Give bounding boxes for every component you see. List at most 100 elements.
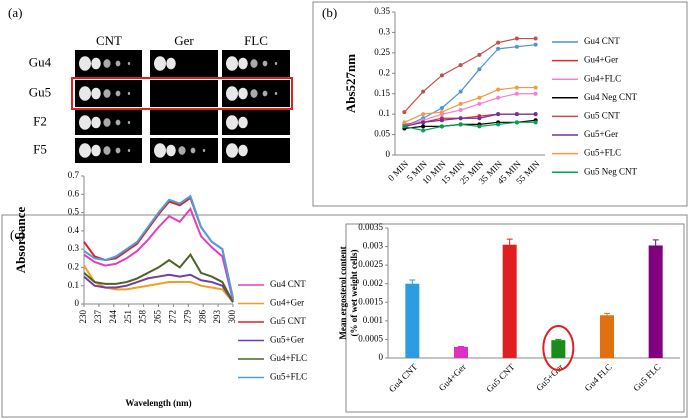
y-tick-label: 0.002 (363, 278, 383, 288)
data-point (402, 124, 407, 129)
y-axis-label: Abs527nm (343, 54, 358, 113)
y-tick-label: 0.25 (374, 47, 390, 57)
colony-spot (115, 147, 121, 154)
spot-tile (150, 110, 218, 135)
data-point (421, 128, 426, 133)
data-point (477, 124, 482, 129)
colony-spot (103, 118, 111, 127)
data-point (533, 120, 538, 125)
y-tick-label: 0 (386, 149, 391, 159)
error-bar (409, 279, 416, 288)
y-tick-label: 0.35 (374, 6, 390, 16)
y-tick-label: 0.003 (363, 241, 384, 251)
colony-spot (103, 89, 111, 98)
y-tick-label: 0.3 (68, 243, 80, 253)
panel-label: (c) (10, 227, 24, 242)
colony-spot (226, 56, 238, 71)
colony-spot (79, 115, 91, 130)
series-line (404, 121, 536, 132)
data-point (421, 120, 426, 125)
data-point (421, 124, 426, 129)
data-point (439, 73, 444, 78)
x-axis-label: Wavelength (nm) (125, 398, 191, 408)
x-tick-label: Gu5 CNT (484, 361, 517, 394)
data-point (439, 124, 444, 129)
row-label: Gu4 (29, 54, 52, 69)
error-bar (555, 338, 562, 342)
colony-spot (262, 60, 268, 67)
legend-label: Gu4+FLC (584, 73, 621, 83)
legend-label: Gu4 Neg CNT (584, 92, 637, 102)
data-point (402, 120, 407, 125)
colony-spot (79, 86, 91, 101)
series-line (403, 37, 536, 113)
y-tick-label: 0 (75, 298, 80, 308)
y-tick-label: 0.6 (68, 188, 80, 198)
row-label: F2 (33, 113, 47, 128)
highlight-circle (542, 325, 575, 371)
x-tick-label: 286 (197, 310, 207, 324)
data-point (514, 112, 519, 117)
spot-tile (150, 80, 218, 107)
data-point (514, 44, 519, 49)
data-point (533, 36, 538, 41)
colony-spot (127, 62, 131, 65)
row-label: Gu5 (29, 84, 51, 99)
y-axis-label: Absorbance (13, 207, 28, 274)
data-point (477, 95, 482, 100)
y-tick-label: 0.2 (379, 67, 390, 77)
colony-spot (115, 90, 121, 97)
colony-spot (226, 115, 238, 130)
panel-c-frame (1, 214, 688, 418)
data-point (402, 110, 407, 115)
colony-spot (226, 143, 238, 158)
data-point (439, 118, 444, 123)
colony-spot (202, 149, 206, 152)
series-line (404, 44, 536, 127)
legend-label: Gu4+FLC (270, 353, 307, 363)
y-tick-label: 0.0035 (358, 222, 383, 232)
y-tick-label: 0.0005 (358, 333, 383, 343)
data-point (458, 89, 463, 94)
y-tick-label: 0.1 (379, 108, 390, 118)
data-point (533, 112, 538, 117)
data-point (496, 122, 501, 127)
series-line (404, 93, 536, 127)
legend-label: Gu4+Ger (270, 298, 304, 308)
series-line (83, 273, 234, 303)
data-point (477, 67, 482, 72)
legend-label: Gu5 CNT (270, 316, 306, 326)
y-tick-label: 0 (379, 352, 384, 362)
legend-label: Gu4 CNT (584, 36, 620, 46)
column-label: FLC (244, 33, 268, 48)
colony-spot (166, 144, 176, 157)
bar (405, 283, 420, 358)
y-tick-label: 0.0015 (358, 296, 383, 306)
highlight-box (71, 77, 293, 110)
x-tick-label: 251 (123, 310, 133, 324)
data-point (458, 116, 463, 121)
colony-spot (103, 59, 111, 68)
bar (551, 340, 566, 358)
colony-spot (115, 60, 121, 67)
legend-label: Gu5+FLC (584, 148, 621, 158)
colony-spot (154, 56, 166, 71)
colony-spot (91, 144, 101, 157)
data-point (421, 112, 426, 117)
colony-spot (238, 116, 248, 129)
colony-spot (178, 146, 186, 155)
x-tick-label: Gu4 CNT (387, 361, 420, 394)
x-tick-label: 237 (93, 310, 103, 324)
y-axis-label: Mean ergosterol content (338, 246, 348, 339)
data-point (458, 101, 463, 106)
data-point (514, 36, 519, 41)
x-tick-label: 230 (78, 310, 88, 324)
bar (648, 245, 663, 358)
colony-spot (91, 87, 101, 100)
data-point (514, 91, 519, 96)
x-tick-label: Gu4+Ger (437, 362, 468, 393)
data-point (514, 85, 519, 90)
legend-label: Gu5 CNT (584, 110, 620, 120)
